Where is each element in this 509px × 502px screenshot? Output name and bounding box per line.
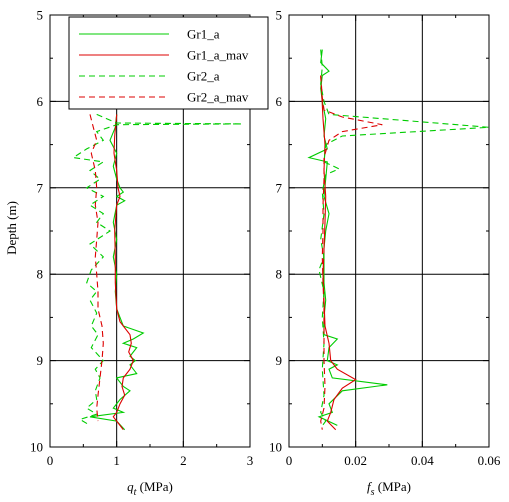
y-tick-label: 5 [37, 8, 44, 23]
series-group [71, 113, 243, 431]
series-line-gr2-a [71, 113, 243, 426]
series-group [307, 49, 489, 431]
x-tick-label: 0 [47, 453, 54, 468]
x-axis-title-unit: (MPa) [136, 479, 172, 494]
series-line-gr2-a-mav [89, 114, 104, 422]
x-axis-title: fs (MPa) [367, 479, 411, 498]
y-tick-label: 9 [37, 353, 44, 368]
legend-label: Gr1_a [187, 27, 220, 42]
series-line-gr1-a-mav [112, 114, 134, 431]
x-tick-label: 2 [180, 453, 187, 468]
series-line-gr2-a [318, 49, 489, 429]
x-tick-label: 0.06 [478, 453, 501, 468]
x-axis-title-symbol: q [127, 479, 134, 494]
x-tick-label: 0.02 [344, 453, 367, 468]
series-line-gr2-a-mav [320, 75, 383, 430]
series-line-gr1-a [89, 114, 145, 431]
y-tick-label: 8 [37, 267, 44, 282]
x-axis-title: qt (MPa) [127, 479, 173, 498]
x-tick-label: 0.04 [411, 453, 434, 468]
y-tick-label: 6 [276, 94, 283, 109]
depth-axis-title: Depth (m) [4, 201, 19, 255]
legend-label: Gr1_a_mav [187, 48, 249, 63]
x-axis-title-unit: (MPa) [375, 479, 411, 494]
x-axis-title-subscript: t [134, 487, 137, 498]
y-tick-label: 6 [37, 94, 44, 109]
x-tick-label: 3 [247, 453, 254, 468]
x-tick-label: 0 [286, 453, 293, 468]
y-tick-label: 10 [30, 440, 43, 455]
y-tick-label: 9 [276, 353, 283, 368]
y-tick-label: 10 [269, 440, 282, 455]
x-tick-label: 1 [113, 453, 120, 468]
legend-label: Gr2_a_mav [187, 90, 249, 105]
y-tick-label: 8 [276, 267, 283, 282]
legend: Gr1_a Gr1_a_mav Gr2_a Gr2_a_mav [68, 16, 269, 110]
plot-frame [288, 14, 490, 448]
y-tick-label: 7 [37, 180, 44, 195]
y-tick-label: 7 [276, 180, 283, 195]
series-line-gr1-a-mav [320, 75, 357, 431]
fs-depth-panel: 0 0.02 0.04 0.06 5 6 7 8 9 10 fs (MPa) [269, 8, 501, 499]
legend-box [68, 16, 269, 110]
x-axis-title-symbol: f [367, 479, 373, 494]
y-tick-label: 5 [276, 8, 283, 23]
x-axis-title-subscript: s [371, 487, 375, 498]
legend-label: Gr2_a [187, 69, 220, 84]
